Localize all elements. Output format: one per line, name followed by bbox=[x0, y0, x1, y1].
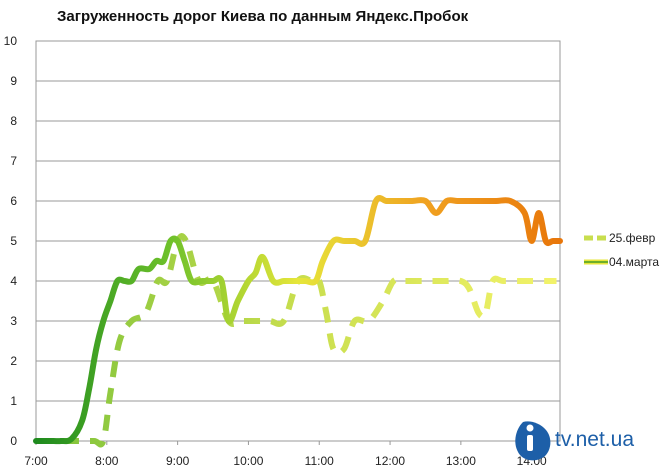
y-tick-label: 0 bbox=[10, 434, 17, 448]
x-tick-label: 8:00 bbox=[95, 454, 119, 468]
series-line-2 bbox=[33, 195, 563, 445]
series-layer bbox=[33, 195, 563, 448]
watermark-logo-stem-icon bbox=[527, 435, 533, 451]
x-tick-label: 7:00 bbox=[24, 454, 48, 468]
y-tick-label: 10 bbox=[4, 34, 18, 48]
x-tick-label: 10:00 bbox=[233, 454, 263, 468]
x-tick-label: 9:00 bbox=[166, 454, 190, 468]
legend-label-1: 25.февр bbox=[609, 231, 656, 245]
legend: 25.февр 04.марта bbox=[584, 231, 659, 269]
y-tick-label: 8 bbox=[10, 114, 17, 128]
y-tick-label: 5 bbox=[10, 234, 17, 248]
y-tick-label: 9 bbox=[10, 74, 17, 88]
series-line-1 bbox=[36, 233, 557, 448]
y-tick-label: 7 bbox=[10, 154, 17, 168]
legend-label-2: 04.марта bbox=[609, 255, 659, 269]
y-tick-label: 6 bbox=[10, 194, 17, 208]
y-tick-label: 3 bbox=[10, 314, 17, 328]
chart-title: Загруженность дорог Киева по данным Янде… bbox=[57, 8, 469, 25]
watermark-text: tv.net.ua bbox=[555, 428, 634, 451]
x-tick-label: 13:00 bbox=[446, 454, 476, 468]
watermark-logo-dot-icon bbox=[526, 424, 534, 432]
y-tick-label: 2 bbox=[10, 354, 17, 368]
grid-lines bbox=[35, 40, 561, 442]
watermark: tv.net.ua bbox=[515, 421, 634, 461]
x-tick-label: 11:00 bbox=[305, 454, 334, 468]
x-tick-label: 12:00 bbox=[375, 454, 405, 468]
y-tick-label: 1 bbox=[10, 394, 17, 408]
y-axis-ticks: 0 1 2 3 4 5 6 7 8 9 10 bbox=[4, 34, 18, 448]
y-tick-label: 4 bbox=[10, 274, 17, 288]
